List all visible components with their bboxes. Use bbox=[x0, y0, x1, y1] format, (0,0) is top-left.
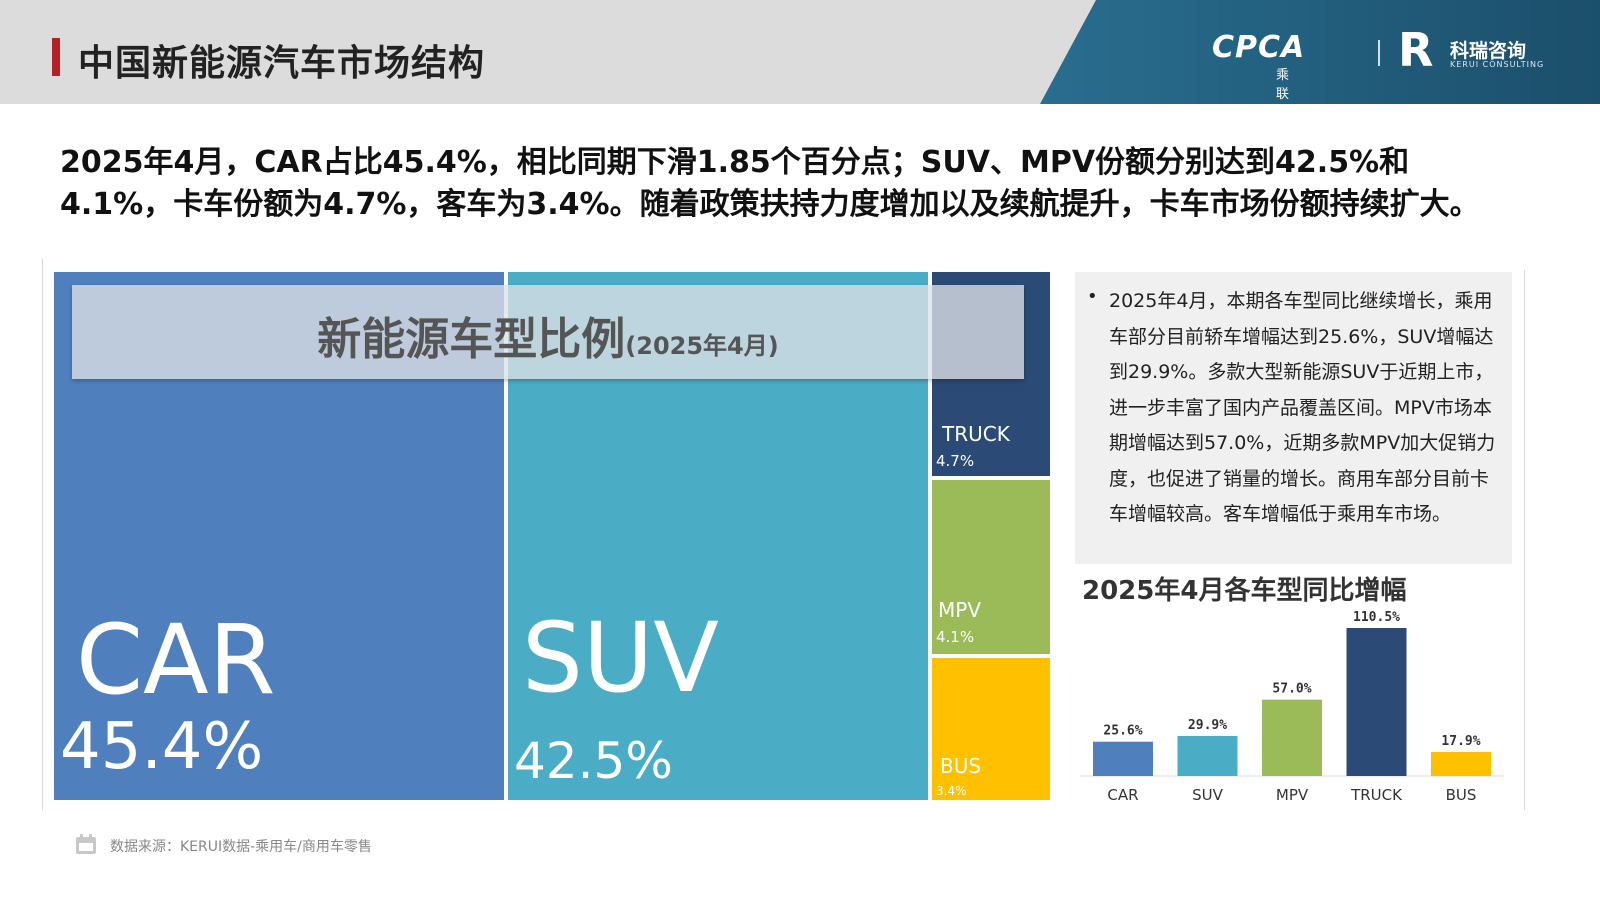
bar-category-label: BUS bbox=[1446, 786, 1477, 804]
bar-bus bbox=[1431, 752, 1491, 776]
bar-category-label: MPV bbox=[1276, 786, 1309, 804]
kerui-logo-english: KERUI CONSULTING bbox=[1450, 60, 1545, 69]
treemap-label-suv: SUV bbox=[522, 602, 719, 714]
bar-value-label: 25.6% bbox=[1103, 724, 1142, 739]
bar-category-label: CAR bbox=[1107, 786, 1138, 804]
cpca-logo-subtitle: 乘联分会 bbox=[1276, 68, 1293, 140]
treemap-title-date: (2025年4月) bbox=[625, 332, 779, 360]
treemap-label-mpv: MPV bbox=[938, 598, 981, 622]
calendar-icon bbox=[76, 834, 96, 854]
bar-mpv bbox=[1262, 699, 1322, 776]
kerui-logo-name: 科瑞咨询 bbox=[1450, 40, 1527, 62]
left-frame-line bbox=[42, 258, 43, 810]
header-logo-band bbox=[1040, 0, 1600, 104]
cpca-logo: CPCA 乘联分会 bbox=[1212, 30, 1306, 140]
data-source-note: 数据来源：KERUI数据-乘用车/商用车零售 bbox=[110, 839, 372, 855]
treemap-value-mpv: 4.1% bbox=[936, 628, 975, 646]
cpca-logo-mark: CPCA bbox=[1212, 30, 1306, 65]
headline-summary: 2025年4月，CAR占比45.4%，相比同期下滑1.85个百分点；SUV、MP… bbox=[60, 145, 1480, 222]
title-accent-bar bbox=[52, 38, 60, 76]
bar-truck bbox=[1346, 628, 1407, 776]
treemap-label-car: CAR bbox=[76, 604, 276, 716]
treemap-value-car: 45.4% bbox=[60, 710, 264, 784]
kerui-logo-icon: R bbox=[1398, 23, 1434, 77]
treemap-tile-bus: BUS 3.4% bbox=[930, 656, 1052, 802]
commentary-text: 2025年4月，本期各车型同比继续增长，乘用车部分目前轿车增幅达到25.6%，S… bbox=[1109, 290, 1496, 525]
page-title: 中国新能源汽车市场结构 bbox=[78, 43, 486, 84]
treemap-title: 新能源车型比例(2025年4月) bbox=[72, 303, 1024, 367]
treemap-value-suv: 42.5% bbox=[514, 732, 673, 790]
bar-category-label: TRUCK bbox=[1350, 786, 1403, 804]
header-bar: 中国新能源汽车市场结构 CPCA 乘联分会 R 科瑞咨询 KERUI CONSU… bbox=[0, 0, 1600, 140]
bar-value-label: 29.9% bbox=[1188, 718, 1227, 733]
bar-value-label: 57.0% bbox=[1272, 682, 1311, 697]
treemap-title-banner: 新能源车型比例(2025年4月) bbox=[72, 285, 1024, 379]
bar-suv bbox=[1177, 735, 1238, 776]
bar-value-label: 17.9% bbox=[1441, 734, 1480, 749]
treemap-label-bus: BUS bbox=[940, 754, 982, 778]
bar-value-label: 110.5% bbox=[1353, 610, 1400, 625]
growth-bar-chart: 25.6% CAR 29.9% SUV 57.0% MPV 110.5% TRUCK 17.9%… bbox=[1080, 610, 1504, 804]
treemap-tile-mpv: MPV 4.1% bbox=[930, 478, 1052, 656]
growth-chart-title: 2025年4月各车型同比增幅 bbox=[1082, 576, 1407, 606]
right-frame-line bbox=[1524, 270, 1525, 810]
logo-divider bbox=[1378, 40, 1380, 66]
bar-car bbox=[1093, 741, 1153, 776]
commentary-box: • 2025年4月，本期各车型同比继续增长，乘用车部分目前轿车增幅达到25.6%… bbox=[1075, 272, 1512, 564]
treemap-value-bus: 3.4% bbox=[936, 784, 967, 798]
treemap-value-truck: 4.7% bbox=[936, 452, 975, 470]
bar-category-label: SUV bbox=[1192, 786, 1224, 804]
treemap-title-main: 新能源车型比例 bbox=[317, 314, 626, 365]
bullet-icon: • bbox=[1087, 286, 1098, 307]
treemap-label-truck: TRUCK bbox=[942, 422, 1010, 446]
